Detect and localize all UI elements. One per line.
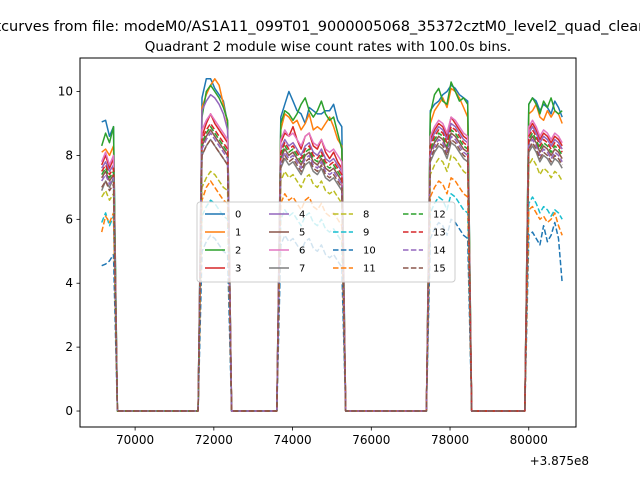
legend-label-11: 11 [363,264,376,275]
y-tick-label: 6 [65,212,73,226]
y-tick-label: 10 [58,85,73,99]
legend-label-3: 3 [235,264,241,275]
legend-label-0: 0 [235,210,241,221]
series-line-8 [101,154,563,412]
series-line-12 [101,125,563,412]
legend-label-6: 6 [299,246,305,257]
series-line-6 [101,113,563,412]
legend-label-14: 14 [433,246,446,257]
legend-label-12: 12 [433,210,446,221]
series-line-13 [101,122,563,412]
legend-label-10: 10 [363,246,376,257]
chart-title: Quadrant 2 module wise count rates with … [145,39,511,55]
series-line-2 [100,81,563,412]
legend-label-4: 4 [299,210,305,221]
legend-label-7: 7 [299,264,305,275]
x-tick-label: 70000 [116,433,154,447]
legend-label-1: 1 [235,228,241,239]
series-lines [100,78,563,412]
x-offset-label: +3.875e8 [530,454,589,468]
legend-label-8: 8 [363,210,369,221]
x-tick-label: 74000 [273,433,311,447]
legend-label-2: 2 [235,246,241,257]
y-tick-label: 2 [65,340,73,354]
legend-box [196,201,456,283]
series-line-14 [101,132,563,412]
plot-frame [79,57,577,428]
legend-label-9: 9 [363,228,369,239]
x-tick-label: 72000 [195,433,233,447]
legend-label-15: 15 [433,264,446,275]
y-tick-label: 8 [65,148,73,162]
x-tick-label: 78000 [431,433,469,447]
legend-label-5: 5 [299,228,305,239]
series-line-15 [101,138,563,412]
y-tick-label: 4 [65,276,73,290]
y-tick-label: 0 [65,404,73,418]
legend-label-13: 13 [433,228,446,239]
x-tick-label: 76000 [352,433,390,447]
chart-suptitle: Lightcurves from file: modeM0/AS1A11_099… [0,19,640,35]
x-tick-label: 80000 [510,433,548,447]
